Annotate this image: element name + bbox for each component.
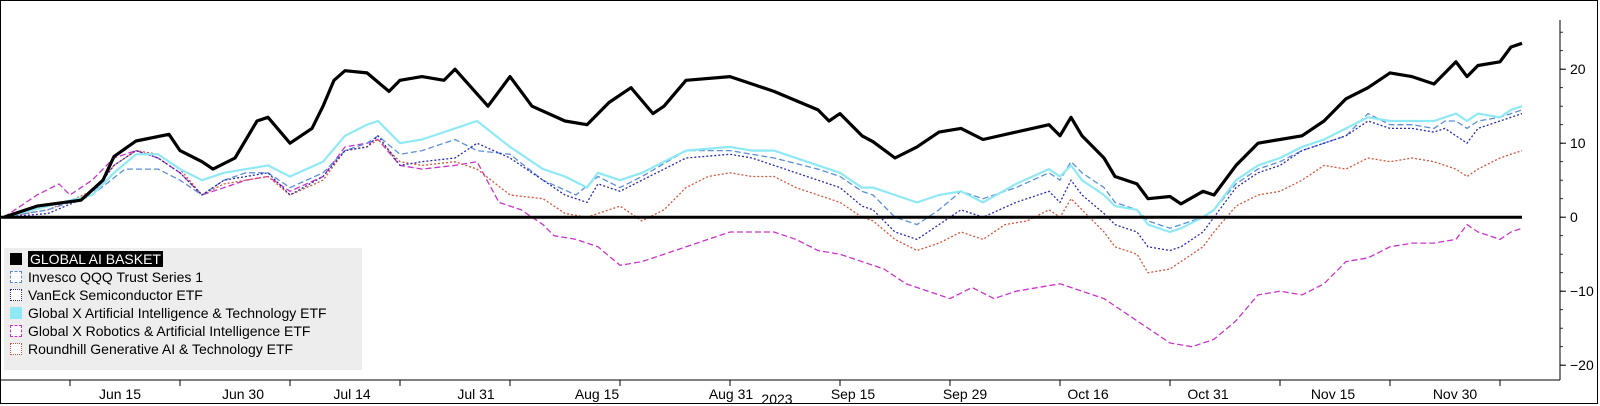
legend-label: GLOBAL AI BASKET xyxy=(28,251,163,267)
legend-label: VanEck Semiconductor ETF xyxy=(28,287,203,303)
legend-swatch xyxy=(10,289,22,301)
x-tick-label: Jun 15 xyxy=(99,386,141,402)
x-tick-label: Jul 31 xyxy=(457,386,495,402)
legend-item-roundhill: Roundhill Generative AI & Technology ETF xyxy=(10,340,293,358)
legend-swatch xyxy=(10,253,22,265)
series-lines xyxy=(3,41,1523,348)
legend-item-qqq: Invesco QQQ Trust Series 1 xyxy=(10,268,203,286)
x-tick-label: Aug 31 xyxy=(709,386,754,402)
x-axis: Jun 15 Jun 30 Jul 14 Jul 31 Aug 15 Aug 31 Sep … xyxy=(0,379,1560,402)
x-tick-label: Jul 14 xyxy=(333,386,371,402)
x-tick-label: Jun 30 xyxy=(222,386,264,402)
x-tick-label: Nov 15 xyxy=(1311,386,1356,402)
y-axis: 20 10 0 −10 −20 xyxy=(1559,20,1594,380)
y-tick-label: 0 xyxy=(1570,209,1578,225)
x-tick-label: Oct 31 xyxy=(1187,386,1228,402)
legend-item-global-x-ai-tech: Global X Artificial Intelligence & Techn… xyxy=(10,304,327,322)
x-tick-label: Sep 29 xyxy=(943,386,988,402)
legend-swatch xyxy=(10,271,22,283)
series-line-5 xyxy=(3,138,1523,274)
legend-swatch xyxy=(10,343,22,355)
legend-item-vaneck: VanEck Semiconductor ETF xyxy=(10,286,203,304)
legend: GLOBAL AI BASKET Invesco QQQ Trust Serie… xyxy=(4,248,362,370)
y-tick-label: −10 xyxy=(1570,283,1594,299)
series-line-3 xyxy=(3,105,1523,234)
y-tick-label: 10 xyxy=(1570,135,1586,151)
legend-swatch xyxy=(10,325,22,337)
x-tick-label: Sep 15 xyxy=(831,386,876,402)
x-tick-label: Oct 16 xyxy=(1067,386,1108,402)
y-tick-label: 20 xyxy=(1570,61,1586,77)
legend-item-global-ai-basket: GLOBAL AI BASKET xyxy=(10,250,163,268)
x-axis-label: 2023 xyxy=(761,391,792,406)
legend-label: Roundhill Generative AI & Technology ETF xyxy=(28,341,294,357)
series-line-0 xyxy=(3,41,1523,219)
x-tick-label: Nov 30 xyxy=(1433,386,1478,402)
legend-label: Global X Artificial Intelligence & Techn… xyxy=(28,305,327,321)
legend-swatch xyxy=(10,307,22,319)
legend-label: Global X Robotics & Artificial Intellige… xyxy=(28,323,311,339)
legend-label: Invesco QQQ Trust Series 1 xyxy=(28,269,204,285)
y-tick-label: −20 xyxy=(1570,357,1594,373)
series-line-2 xyxy=(3,112,1523,252)
x-tick-label: Aug 15 xyxy=(575,386,620,402)
legend-item-global-x-robotics: Global X Robotics & Artificial Intellige… xyxy=(10,322,310,340)
series-line-1 xyxy=(3,109,1523,229)
